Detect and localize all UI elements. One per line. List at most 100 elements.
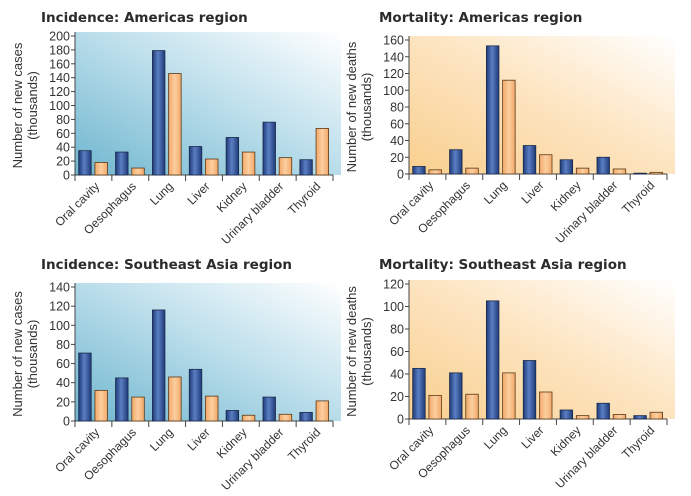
y-tick-label: 160 (49, 57, 70, 71)
bar-series-1 (115, 377, 129, 422)
bar-series-2 (241, 151, 256, 176)
y-tick-label: 100 (383, 84, 404, 98)
y-axis-label: Number of new deaths (344, 286, 359, 417)
y-tick-label: 60 (56, 127, 70, 141)
category-label: Lung (481, 423, 510, 452)
y-tick-label: 60 (390, 117, 404, 131)
category-label: Kidney (214, 179, 250, 215)
bar-series-1 (188, 368, 203, 422)
bar-series-1 (78, 150, 92, 176)
bar-series-1 (262, 121, 276, 176)
category-label: Liver (184, 425, 212, 453)
y-tick-label: 60 (390, 345, 404, 359)
chart-title: Mortality: Americas region (379, 10, 582, 26)
y-tick-label: 80 (390, 101, 404, 115)
bar-series-1 (633, 415, 647, 420)
bar-series-2 (649, 171, 663, 175)
bar-series-1 (596, 402, 610, 420)
y-tick-label: 80 (56, 113, 70, 127)
y-tick-label: 140 (49, 71, 70, 85)
category-label: Liver (184, 179, 212, 207)
bar-series-2 (278, 413, 293, 422)
y-axis-label: Number of new deaths (344, 41, 359, 172)
bar-series-1 (115, 151, 129, 176)
chart-panel-3: Incidence: Southeast Asia region Number o… (10, 257, 341, 493)
bar-series-1 (412, 367, 426, 420)
y-tick-label: 120 (383, 278, 404, 292)
bar-series-2 (205, 158, 219, 176)
bar-series-2 (315, 400, 329, 422)
y-tick-label: 40 (56, 141, 70, 155)
y-axis-label: (thousands) (359, 73, 374, 142)
y-tick-label: 0 (397, 413, 404, 427)
bar-series-2 (465, 393, 479, 420)
bar-series-1 (559, 159, 574, 175)
category-label: Thyroid (619, 178, 657, 216)
bar-series-1 (559, 409, 574, 420)
bar-series-1 (449, 149, 463, 175)
y-axis-label: (thousands) (359, 317, 374, 386)
bar-series-2 (539, 391, 553, 420)
y-tick-label: 0 (63, 169, 70, 183)
y-tick-label: 180 (49, 43, 70, 57)
bar-series-2 (575, 415, 590, 420)
bar-series-2 (428, 169, 442, 175)
bar-series-1 (188, 146, 203, 176)
category-label: Thyroid (619, 423, 657, 461)
bar-series-1 (225, 137, 240, 176)
category-label: Lung (481, 178, 510, 207)
bar-series-1 (151, 50, 166, 176)
category-label: Lung (147, 425, 176, 454)
bar-series-2 (502, 372, 516, 420)
y-tick-label: 40 (56, 376, 70, 390)
bar-series-2 (612, 168, 627, 175)
bar-series-2 (205, 395, 219, 422)
y-axis-label: (thousands) (25, 320, 40, 389)
y-tick-label: 0 (397, 168, 404, 182)
bar-series-2 (539, 154, 553, 175)
bar-series-1 (633, 172, 647, 175)
chart-title: Incidence: Southeast Asia region (41, 257, 292, 273)
chart-panel-4: Mortality: Southeast Asia region Number o… (344, 257, 675, 491)
bar-series-1 (522, 360, 537, 420)
chart-title: Mortality: Southeast Asia region (379, 257, 627, 273)
plot-background (75, 32, 341, 175)
y-tick-label: 120 (49, 300, 70, 314)
chart-title: Incidence: Americas region (41, 10, 248, 26)
bar-series-2 (315, 128, 329, 176)
category-label: Kidney (548, 178, 584, 214)
bar-series-2 (241, 414, 256, 422)
y-tick-label: 140 (49, 281, 70, 295)
y-tick-label: 160 (383, 34, 404, 48)
category-label: Thyroid (285, 179, 323, 217)
y-axis-label: Number of new cases (10, 291, 25, 417)
y-tick-label: 40 (390, 368, 404, 382)
bar-series-2 (649, 411, 663, 420)
y-tick-label: 100 (49, 99, 70, 113)
bar-series-2 (168, 376, 182, 422)
y-tick-label: 80 (390, 323, 404, 337)
y-tick-label: 120 (49, 85, 70, 99)
bar-series-2 (131, 396, 145, 422)
y-tick-label: 120 (383, 67, 404, 81)
y-tick-label: 200 (49, 30, 70, 44)
y-tick-label: 20 (390, 151, 404, 165)
bar-series-1 (151, 309, 166, 422)
bar-series-2 (94, 162, 108, 176)
bar-series-2 (278, 157, 293, 176)
y-tick-label: 100 (49, 319, 70, 333)
bar-series-1 (485, 45, 500, 175)
bar-series-1 (412, 166, 426, 175)
category-label: Liver (518, 178, 546, 206)
y-tick-label: 60 (56, 357, 70, 371)
bar-series-2 (428, 394, 442, 420)
y-tick-label: 40 (390, 134, 404, 148)
y-tick-label: 20 (56, 395, 70, 409)
chart-panel-2: Mortality: Americas region Number of new … (344, 10, 675, 246)
bar-series-1 (299, 411, 313, 422)
category-label: Thyroid (285, 425, 323, 463)
bar-series-1 (522, 145, 537, 175)
y-tick-label: 0 (63, 415, 70, 429)
bar-series-1 (299, 159, 313, 176)
